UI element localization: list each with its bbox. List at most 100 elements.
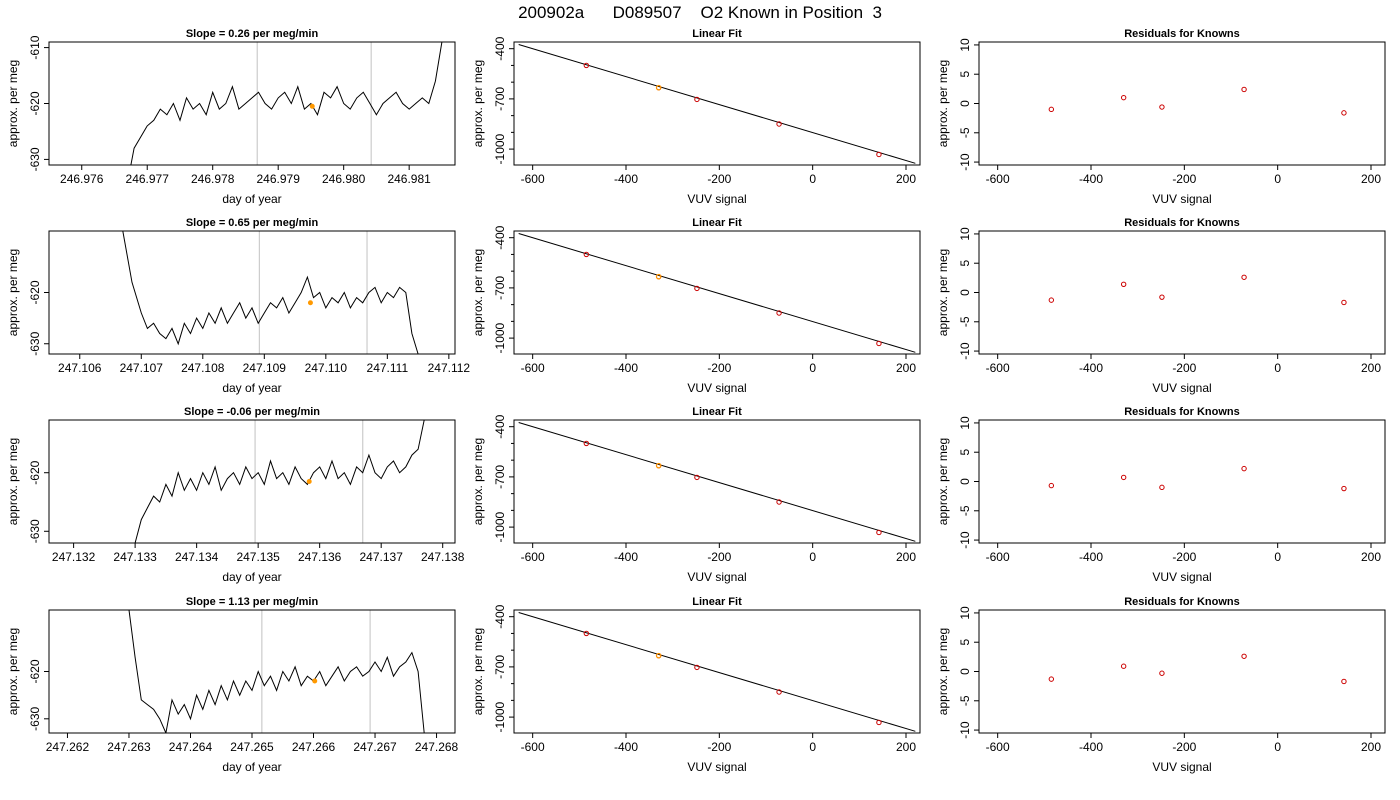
y-tick-label: -620	[28, 460, 42, 484]
current-point	[309, 103, 315, 109]
panels: Slope = 0.26 per meg/min 246.976 246.977 24…	[6, 28, 1386, 774]
x-tick-label: -200	[707, 740, 731, 754]
panel-title: Slope = 0.26 per meg/min	[186, 28, 319, 40]
y-tick-label: -630	[28, 331, 42, 355]
plot-frame	[513, 41, 921, 166]
x-tick-label: -600	[986, 172, 1010, 186]
x-tick-label: 246.979	[256, 172, 300, 186]
trace-line	[134, 420, 425, 543]
x-axis-label: VUV signal	[687, 381, 746, 395]
x-tick-label: -400	[614, 172, 638, 186]
data-point	[1120, 474, 1127, 481]
x-axis-label: VUV signal	[1152, 760, 1211, 774]
x-tick-label: -400	[614, 550, 638, 564]
panel-title: Linear Fit	[692, 28, 742, 40]
x-tick-label: -600	[986, 550, 1010, 564]
fit-line	[518, 44, 916, 164]
plot-frame	[978, 41, 1386, 166]
x-tick-label: 200	[896, 361, 916, 375]
x-tick-label: 247.108	[181, 361, 225, 375]
data-point	[583, 630, 590, 637]
x-tick-label: -200	[707, 172, 731, 186]
x-axis-label: day of year	[222, 192, 281, 206]
x-axis-label: day of year	[222, 760, 281, 774]
x-tick-label: 200	[1361, 361, 1381, 375]
data-point	[1341, 678, 1347, 685]
y-tick-label: -620	[28, 659, 42, 683]
plot-frame	[978, 419, 1386, 544]
x-tick-label: 247.266	[292, 740, 336, 754]
plot-frame	[513, 419, 921, 544]
y-tick-label: 5	[958, 449, 972, 456]
x-tick-label: 200	[1361, 740, 1381, 754]
plot-frame	[48, 419, 456, 544]
y-tick-label: 10	[958, 416, 972, 430]
highlight-point	[655, 84, 662, 91]
y-tick-label: -10	[958, 721, 972, 739]
x-tick-label: 247.109	[243, 361, 287, 375]
y-tick-label: -620	[28, 280, 42, 304]
x-tick-label: -400	[1079, 361, 1103, 375]
trace-line	[130, 42, 443, 165]
data-point	[876, 719, 882, 726]
y-tick-label: -630	[28, 147, 42, 171]
x-tick-label: 0	[809, 172, 816, 186]
x-tick-label: -400	[1079, 172, 1103, 186]
x-tick-label: -200	[707, 550, 731, 564]
data-point	[876, 151, 882, 158]
y-axis-label: approx. per meg	[471, 628, 485, 715]
y-tick-label: -620	[28, 91, 42, 115]
highlight-point	[655, 652, 662, 659]
trace-line	[128, 610, 425, 733]
panel-1-3: Residuals for Knowns -600 -400 -200 0 200 -10 -…	[936, 28, 1386, 206]
panel-3-2: Linear Fit -600 -400 -200 0 200 -1000 -700 -400 V…	[471, 406, 921, 584]
x-tick-label: 247.135	[236, 550, 280, 564]
panel-title: Linear Fit	[692, 406, 742, 418]
panel-4-1: Slope = 1.13 per meg/min 247.262 247.263 24…	[6, 596, 459, 774]
x-axis-label: VUV signal	[1152, 192, 1211, 206]
y-tick-label: 10	[958, 606, 972, 620]
panel-2-3: Residuals for Knowns -600 -400 -200 0 200 -10 -…	[936, 217, 1386, 395]
x-tick-label: 247.107	[120, 361, 164, 375]
x-tick-label: -400	[1079, 740, 1103, 754]
y-axis-label: approx. per meg	[6, 438, 20, 525]
x-tick-label: 0	[1274, 740, 1281, 754]
y-tick-label: -10	[958, 342, 972, 360]
x-tick-label: 247.138	[421, 550, 465, 564]
x-tick-label: 0	[1274, 550, 1281, 564]
x-tick-label: -600	[521, 172, 545, 186]
x-tick-label: 247.132	[52, 550, 96, 564]
x-tick-label: 200	[1361, 550, 1381, 564]
panel-title: Slope = -0.06 per meg/min	[184, 406, 320, 418]
data-point	[1120, 94, 1127, 101]
y-tick-label: 5	[958, 71, 972, 78]
y-axis-label: approx. per meg	[6, 628, 20, 715]
data-point	[1048, 676, 1055, 682]
x-tick-label: -400	[1079, 550, 1103, 564]
current-point	[307, 300, 313, 306]
x-axis-label: VUV signal	[687, 760, 746, 774]
x-tick-label: 246.980	[322, 172, 366, 186]
y-tick-label: -400	[493, 225, 507, 249]
x-tick-label: -400	[614, 740, 638, 754]
x-tick-label: -200	[707, 361, 731, 375]
panel-2-2: Linear Fit -600 -400 -200 0 200 -1000 -700 -400 V…	[471, 217, 921, 395]
y-axis-label: approx. per meg	[471, 60, 485, 147]
x-tick-label: -600	[521, 361, 545, 375]
data-point	[876, 529, 882, 536]
panel-title: Slope = 1.13 per meg/min	[186, 596, 319, 608]
y-tick-label: 0	[958, 289, 972, 296]
panel-title: Linear Fit	[692, 217, 742, 229]
data-point	[1120, 663, 1127, 669]
data-point	[1048, 106, 1055, 113]
y-axis-label: approx. per meg	[6, 249, 20, 336]
highlight-point	[655, 273, 662, 280]
y-tick-label: -700	[493, 655, 507, 679]
x-tick-label: 247.136	[298, 550, 342, 564]
x-tick-label: 247.112	[428, 361, 471, 375]
panel-3-3: Residuals for Knowns -600 -400 -200 0 200 -10 -…	[936, 406, 1386, 584]
panel-title: Residuals for Knowns	[1124, 596, 1240, 608]
data-point	[694, 474, 700, 481]
data-point	[776, 310, 782, 316]
data-point	[776, 499, 782, 505]
